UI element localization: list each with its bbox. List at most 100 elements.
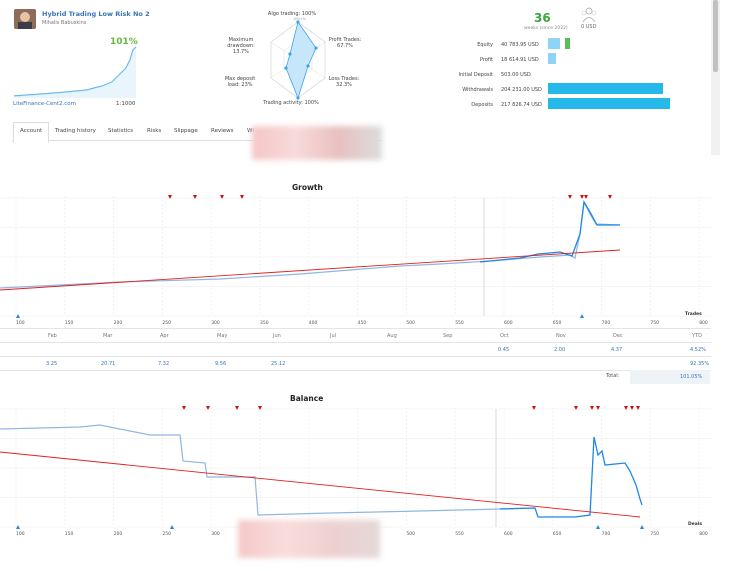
deposit-marker	[596, 525, 600, 529]
deal-marker	[258, 406, 262, 410]
tab-slippage[interactable]: Slippage	[174, 128, 198, 134]
radar-profit-title: Profit Trades:	[328, 37, 362, 43]
balance-series-recent	[499, 436, 643, 518]
month-value: 7.32	[158, 361, 170, 367]
month-value: 4.52%	[690, 347, 706, 353]
x-tick-label: 750	[650, 321, 659, 326]
deal-marker	[630, 406, 634, 410]
stat-bar	[548, 38, 561, 49]
month-label: Jul	[330, 333, 337, 339]
deal-marker	[193, 195, 197, 199]
stat-value: 204 231.00 USD	[501, 87, 542, 93]
radar-loss-title: Loss Trades:	[328, 76, 360, 82]
x-tick-label: 100	[16, 321, 25, 326]
deal-marker	[608, 195, 612, 199]
deal-marker	[182, 406, 186, 410]
avatar-image	[14, 9, 36, 29]
deal-marker	[240, 195, 244, 199]
month-value: 0.45	[498, 347, 510, 353]
tab-statistics[interactable]: Statistics	[108, 128, 134, 134]
radar-algo-label: Algo trading: 100%	[267, 11, 317, 17]
balance-trend-line	[0, 451, 641, 518]
x-tick-label: 700	[601, 321, 611, 326]
month-label: Feb	[48, 333, 57, 339]
weeks-label: weeks (since 2022)	[524, 26, 568, 31]
month-value: 92.35%	[690, 361, 710, 367]
balance-series-line	[0, 424, 536, 516]
stat-bar	[548, 83, 663, 94]
redacted-area-bottom	[238, 520, 380, 558]
month-label: Apr	[160, 333, 169, 339]
balance-deals-label: Deals	[688, 522, 703, 527]
x-tick-label: 650	[552, 321, 562, 326]
balance-chart	[0, 406, 711, 529]
x-tick-label: 100	[16, 532, 25, 537]
weeks-count: 36	[534, 11, 551, 25]
deal-marker	[235, 406, 239, 410]
month-value: 3.25	[46, 361, 58, 367]
risk-radar-chart	[270, 20, 326, 100]
vertical-scrollbar[interactable]	[711, 0, 720, 155]
radar-drawdown-label: Maximum drawdown: 13.7%	[220, 37, 262, 55]
stat-label: Equity	[477, 42, 493, 48]
deal-marker	[580, 195, 584, 199]
x-tick-label: 300	[211, 321, 220, 326]
gain-percentage: 101%	[110, 37, 138, 47]
table-divider	[0, 370, 711, 371]
radar-deposit-label: Max deposit load: 23%	[218, 76, 262, 88]
month-label: Oct	[500, 333, 509, 339]
table-divider	[0, 342, 711, 343]
growth-title: Growth	[292, 183, 323, 192]
x-tick-label: 550	[455, 321, 464, 326]
stat-label: Withdrawals	[462, 87, 493, 93]
tab-reviews[interactable]: Reviews	[211, 128, 234, 134]
deal-marker	[220, 195, 224, 199]
tab-risks[interactable]: Risks	[147, 128, 162, 134]
month-label: Aug	[387, 333, 397, 339]
tab-account[interactable]: Account	[20, 128, 43, 134]
x-tick-label: 700	[601, 532, 611, 537]
growth-trades-label: Trades	[685, 312, 702, 317]
growth-chart	[0, 195, 711, 318]
growth-series-line	[0, 199, 621, 289]
deposit-marker	[16, 314, 20, 318]
redacted-area	[252, 126, 382, 160]
deposit-marker	[170, 525, 174, 529]
deal-marker	[532, 406, 536, 410]
scrollbar-thumb[interactable]	[713, 0, 718, 72]
leverage-value: 1:1000	[116, 101, 136, 107]
x-tick-label: 300	[211, 532, 220, 537]
x-tick-label: 600	[504, 321, 513, 326]
stat-label: Profit	[479, 57, 493, 63]
deposit-marker	[580, 314, 584, 318]
deposit-marker	[16, 525, 20, 529]
tab-account-box[interactable]	[13, 122, 49, 143]
month-value: 20.71	[101, 361, 116, 367]
growth-series-recent	[479, 200, 620, 263]
x-tick-label: 150	[64, 532, 74, 537]
deposit-marker	[640, 525, 644, 529]
tab-wi[interactable]: Wi	[247, 128, 254, 134]
stat-label: Deposits	[471, 102, 493, 108]
x-tick-label: 350	[260, 321, 269, 326]
radar-deposit-title: Max deposit	[224, 76, 256, 82]
month-value: 4.37	[611, 347, 623, 353]
x-tick-label: 150	[64, 321, 74, 326]
tab-trading-history[interactable]: Trading history	[55, 128, 96, 134]
account-owner[interactable]: Mihalis Babuskins	[42, 20, 87, 26]
month-label: Mar	[103, 333, 113, 339]
account-title[interactable]: Hybrid Trading Low Risk No 2	[42, 10, 150, 18]
radar-drawdown-title: Maximum	[228, 37, 254, 43]
avatar[interactable]	[14, 9, 36, 29]
stat-value: 217 826.74 USD	[501, 102, 542, 108]
x-tick-label: 500	[406, 532, 415, 537]
radar-ring-label: 100+%	[293, 17, 306, 21]
month-value: 9.56	[215, 361, 227, 367]
stat-bar	[548, 98, 670, 109]
subscribers-icon	[581, 7, 597, 23]
stat-bar-accent	[565, 38, 570, 49]
month-label: Dec	[613, 333, 623, 339]
stat-bar	[548, 53, 556, 64]
broker-link[interactable]: LiteFinance-Cent2.com	[13, 101, 77, 107]
radar-loss-value: 32.3%	[336, 82, 352, 88]
